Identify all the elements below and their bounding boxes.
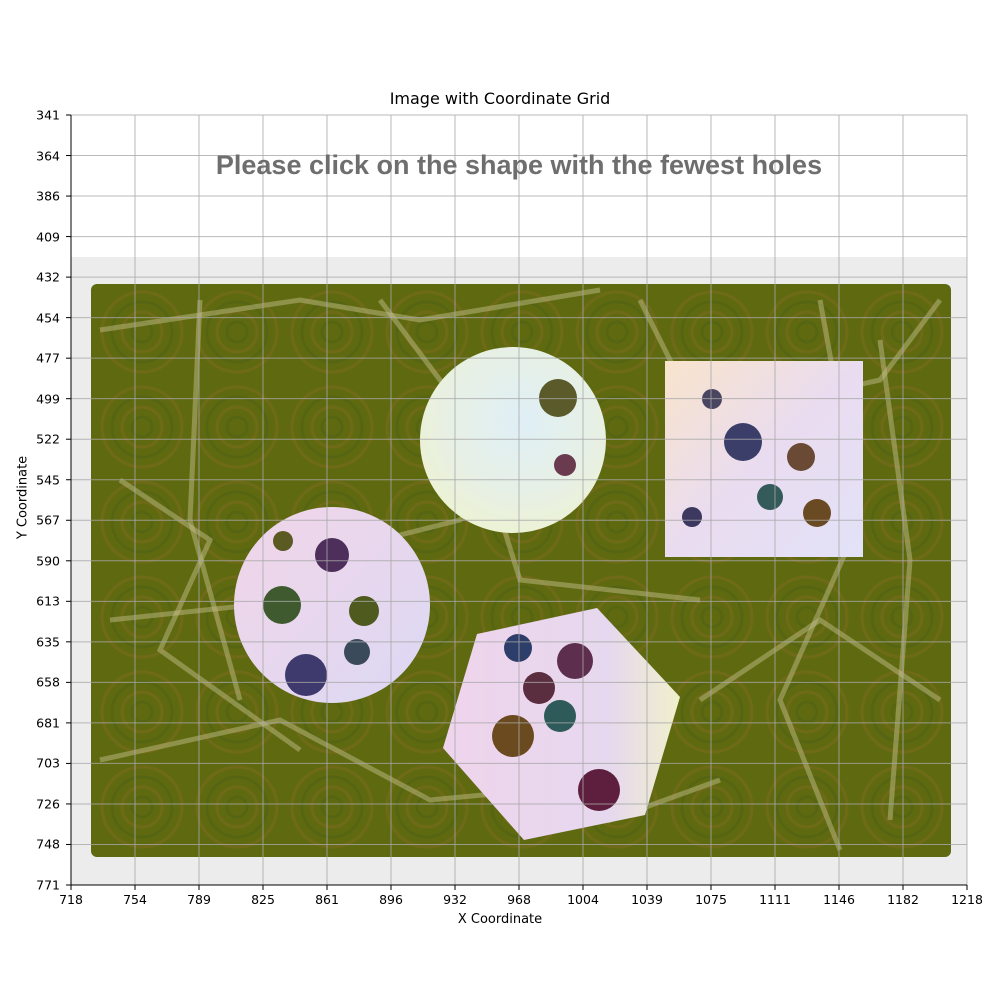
chart-title: Image with Coordinate Grid — [0, 89, 1000, 108]
x-tick-label: 1075 — [695, 892, 727, 907]
y-tick-label: 726 — [36, 796, 60, 811]
y-tick-label: 635 — [36, 634, 60, 649]
hole — [757, 484, 783, 510]
hole — [787, 443, 815, 471]
y-tick-label: 703 — [36, 756, 60, 771]
hole — [344, 639, 370, 665]
hole — [682, 507, 702, 527]
y-tick-label: 590 — [36, 553, 60, 568]
x-tick-label: 825 — [251, 892, 275, 907]
y-tick-label: 658 — [36, 675, 60, 690]
y-tick-label: 409 — [36, 229, 60, 244]
hole — [504, 634, 532, 662]
hole — [724, 423, 762, 461]
y-tick-label: 341 — [36, 108, 60, 123]
x-tick-label: 1182 — [887, 892, 919, 907]
instruction-text: Please click on the shape with the fewes… — [160, 150, 878, 181]
x-tick-label: 861 — [315, 892, 339, 907]
y-tick-label: 364 — [36, 148, 60, 163]
y-tick-label: 454 — [36, 310, 60, 325]
x-tick-label: 754 — [123, 892, 147, 907]
shape-square-right[interactable] — [665, 361, 863, 557]
hole — [492, 715, 534, 757]
y-tick-label: 545 — [36, 472, 60, 487]
y-axis-label: Y Coordinate — [16, 453, 31, 543]
hole — [285, 654, 327, 696]
hole — [263, 586, 301, 624]
y-tick-label: 432 — [36, 270, 60, 285]
y-tick-label: 748 — [36, 837, 60, 852]
hole — [544, 700, 576, 732]
x-axis-label: X Coordinate — [0, 912, 1000, 927]
hole — [557, 643, 593, 679]
y-tick-label: 386 — [36, 189, 60, 204]
hole — [554, 454, 576, 476]
x-tick-label: 1218 — [951, 892, 983, 907]
x-tick-label: 932 — [443, 892, 467, 907]
y-tick-label: 771 — [36, 878, 60, 893]
x-tick-label: 789 — [187, 892, 211, 907]
shape-circle-top[interactable] — [420, 347, 606, 533]
x-tick-label: 1039 — [631, 892, 663, 907]
y-tick-label: 681 — [36, 715, 60, 730]
x-tick-label: 1004 — [567, 892, 599, 907]
x-tick-label: 1111 — [759, 892, 791, 907]
hole — [273, 531, 293, 551]
x-tick-label: 1146 — [823, 892, 855, 907]
y-tick-label: 499 — [36, 391, 60, 406]
hole — [578, 769, 620, 811]
y-tick-label: 613 — [36, 594, 60, 609]
x-tick-label: 718 — [59, 892, 83, 907]
x-tick-label: 896 — [379, 892, 403, 907]
y-tick-label: 522 — [36, 432, 60, 447]
y-tick-label: 567 — [36, 513, 60, 528]
hole — [539, 379, 577, 417]
y-tick-label: 477 — [36, 351, 60, 366]
hole — [523, 672, 555, 704]
hole — [315, 538, 349, 572]
hole — [349, 596, 379, 626]
x-tick-label: 968 — [507, 892, 531, 907]
hole — [803, 499, 831, 527]
